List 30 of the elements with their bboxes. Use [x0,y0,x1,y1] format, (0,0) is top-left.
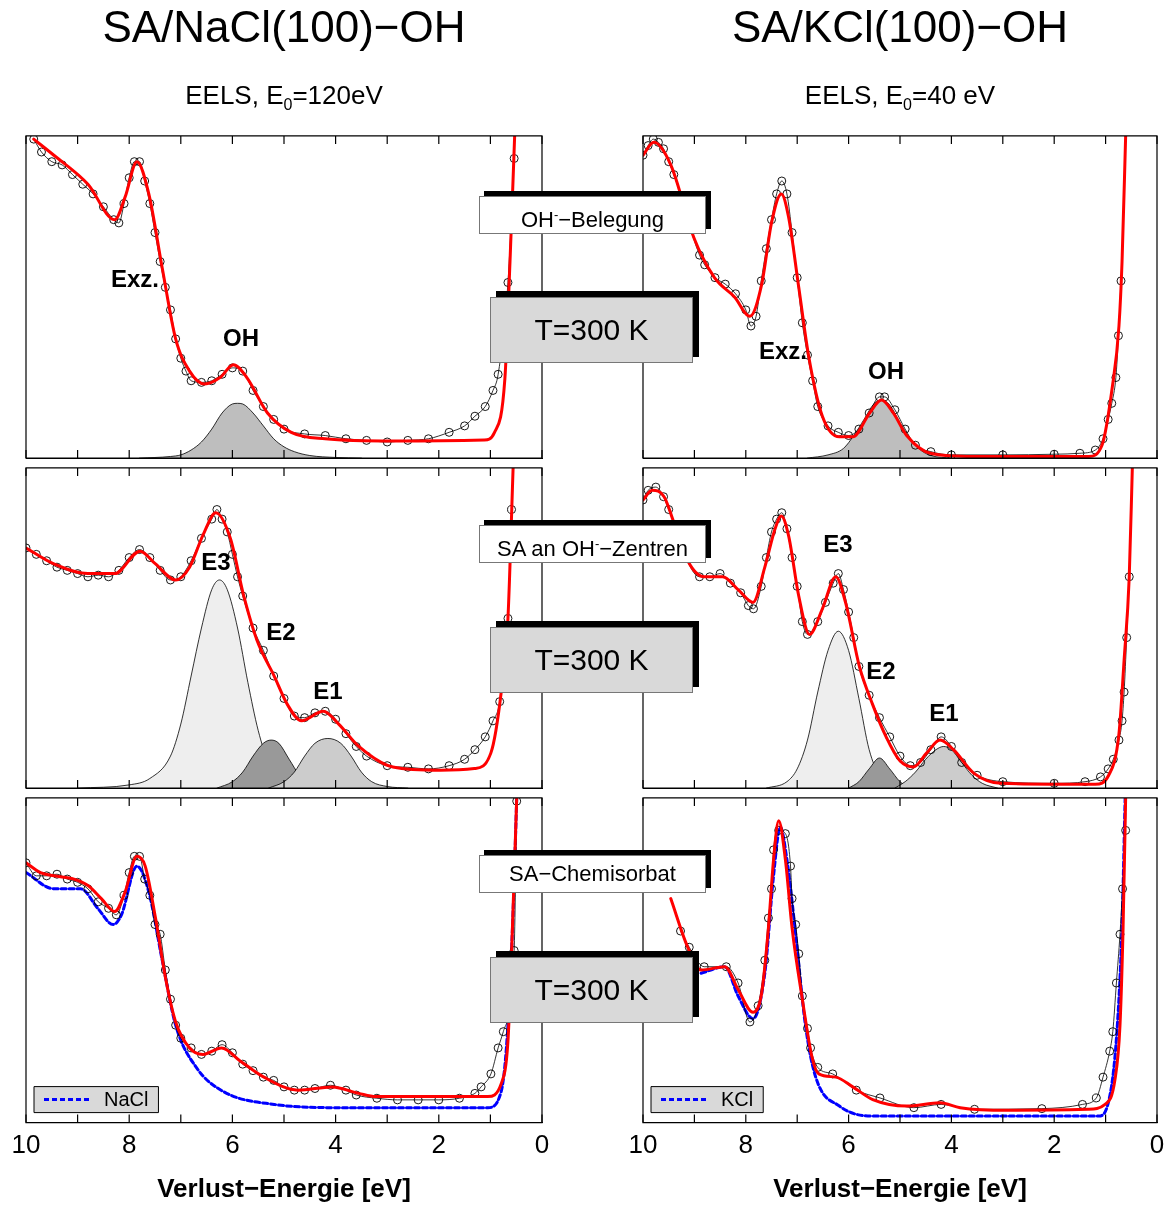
x-tick-label: 4 [944,1129,959,1160]
annotation: OH [868,356,904,384]
chart-title: SA/KCl(100)−OH [730,2,1070,52]
annotation: OH [223,323,259,351]
annotation: E3 [201,547,231,575]
chart-subtitle: EELS, E$_{0}$=120eV [184,80,384,115]
x-tick-label: 8 [738,1129,754,1160]
x-axis-title: Verlust−Energie [eV] [157,1172,411,1203]
x-axis-title: Verlust−Energie [eV] [773,1172,1027,1203]
x-tick-label: 10 [628,1129,658,1160]
annotation: E3 [823,529,853,557]
x-tick-label: 0 [1149,1129,1165,1160]
chart-subtitle: EELS, E$_{0}$=40 eV [803,80,997,115]
x-tick-label: 2 [1046,1129,1062,1160]
x-tick-label: 0 [534,1129,550,1160]
x-tick-label: 4 [328,1129,343,1160]
annotation: Exz. [110,264,160,292]
legend-label: KCl [721,1088,754,1111]
annotation: E2 [866,656,896,684]
chart-title: SA/NaCl(100)−OH [101,2,467,52]
annotation: Exz. [758,336,808,364]
x-tick-label: 6 [841,1129,856,1160]
annotation: E1 [929,698,959,726]
x-tick-label: 2 [431,1129,447,1160]
x-tick-label: 8 [121,1129,137,1160]
annotation: E2 [266,617,296,645]
annotation: E1 [313,676,343,704]
x-tick-label: 6 [225,1129,240,1160]
x-tick-label: 10 [11,1129,41,1160]
legend-label: NaCl [104,1088,149,1111]
